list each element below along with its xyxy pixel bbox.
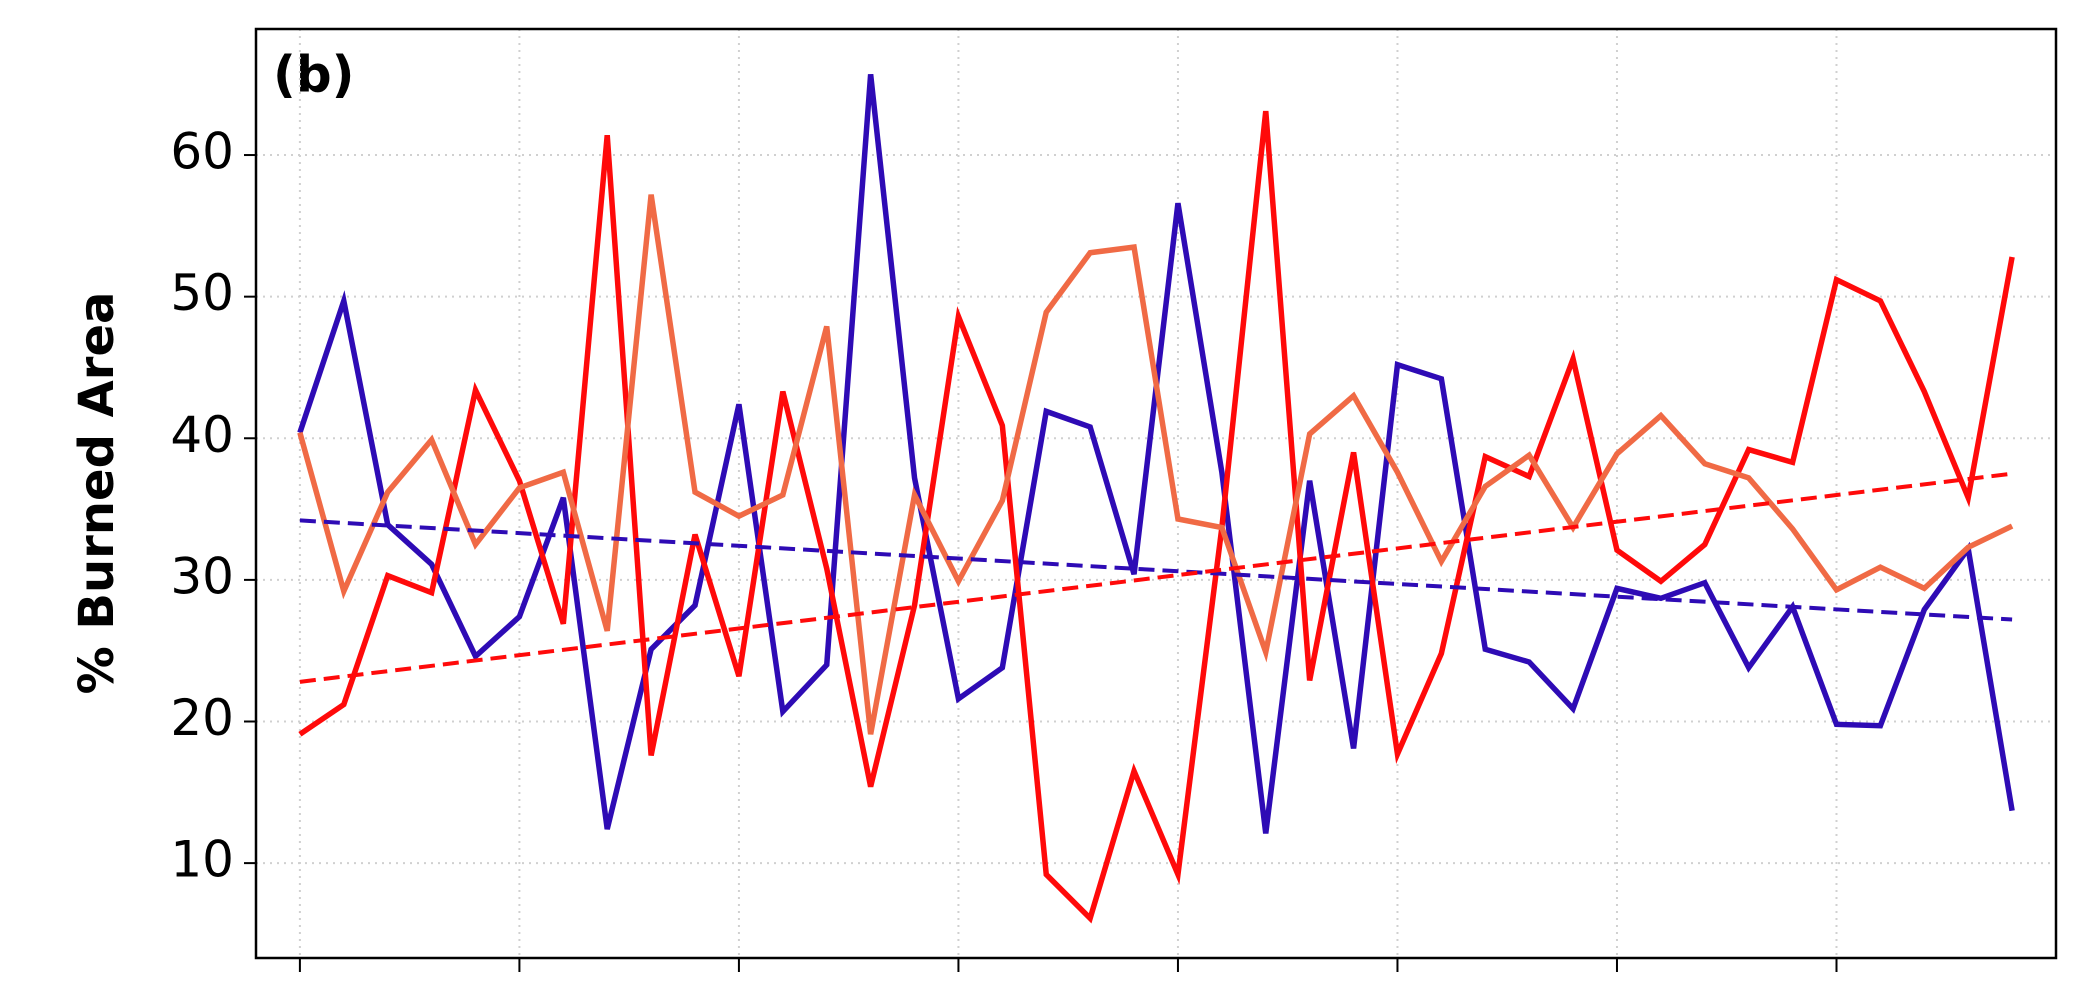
y-axis-label: % Burned Area [69,292,125,695]
series-line [298,110,2015,924]
y-tick-label: 60 [170,123,234,181]
y-tick-label: 30 [170,547,234,605]
y-tick-label: 40 [170,406,234,464]
y-tick-label: 20 [170,689,234,747]
y-tick-label: 50 [170,264,234,322]
y-tick-label: 10 [170,831,234,889]
plot-frame [254,27,2058,960]
trend-line [299,471,2013,684]
trend-line [299,518,2013,622]
series-line [297,194,2014,735]
panel-label: (b) [273,46,355,104]
